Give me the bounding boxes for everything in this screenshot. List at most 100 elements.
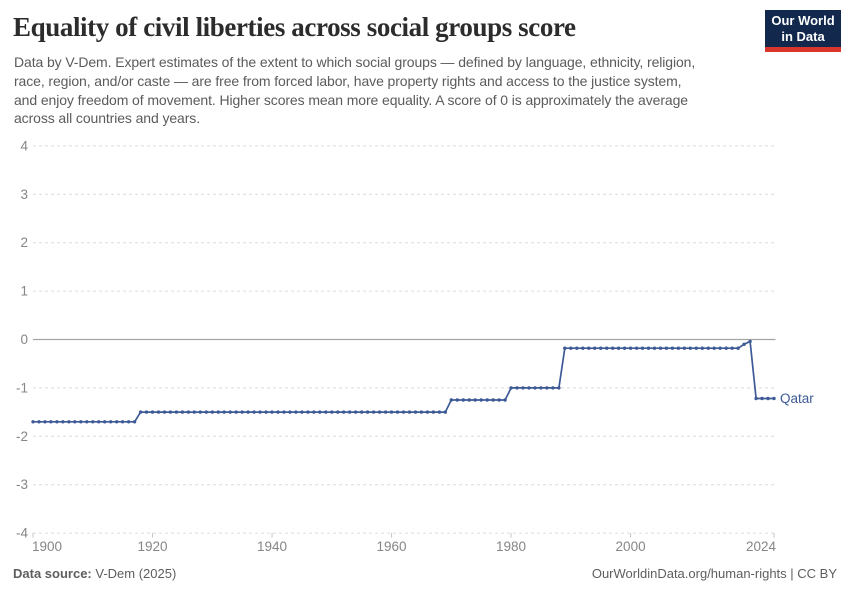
data-point[interactable] [479, 398, 483, 402]
data-point[interactable] [473, 398, 477, 402]
data-point[interactable] [162, 410, 167, 414]
data-point[interactable] [664, 346, 669, 350]
data-point[interactable] [676, 346, 681, 350]
data-point[interactable] [443, 410, 447, 414]
data-point[interactable] [222, 410, 226, 414]
data-point[interactable] [365, 410, 370, 414]
data-point[interactable] [186, 410, 191, 414]
data-point[interactable] [557, 386, 561, 390]
data-point[interactable] [497, 398, 501, 402]
data-point[interactable] [192, 410, 196, 414]
data-point[interactable] [377, 410, 382, 414]
data-point[interactable] [156, 410, 161, 414]
data-point[interactable] [97, 420, 101, 424]
data-point[interactable] [760, 396, 764, 401]
data-point[interactable] [282, 410, 286, 414]
data-point[interactable] [360, 410, 364, 414]
data-point[interactable] [503, 398, 507, 402]
data-point[interactable] [551, 386, 555, 390]
data-point[interactable] [431, 410, 436, 414]
data-point[interactable] [318, 410, 322, 414]
data-point[interactable] [521, 386, 525, 390]
data-point[interactable] [515, 386, 519, 390]
data-point[interactable] [204, 410, 208, 414]
data-point[interactable] [234, 410, 238, 414]
data-point[interactable] [144, 410, 149, 414]
data-point[interactable] [611, 346, 615, 350]
data-point[interactable] [336, 410, 340, 414]
data-point[interactable] [419, 410, 424, 414]
data-point[interactable] [49, 420, 53, 424]
data-point[interactable] [634, 346, 639, 350]
data-point[interactable] [616, 346, 621, 350]
data-point[interactable] [300, 410, 304, 414]
data-point[interactable] [533, 386, 537, 390]
data-point[interactable] [61, 420, 65, 424]
data-point[interactable] [587, 346, 591, 350]
data-point[interactable] [742, 342, 746, 346]
data-point[interactable] [413, 410, 418, 414]
data-point[interactable] [455, 398, 459, 402]
data-point[interactable] [31, 420, 35, 424]
data-point[interactable] [43, 420, 47, 424]
data-point[interactable] [646, 346, 651, 350]
data-point[interactable] [115, 420, 119, 424]
data-point[interactable] [330, 410, 334, 414]
data-point[interactable] [652, 346, 657, 350]
data-point[interactable] [485, 398, 489, 402]
data-point[interactable] [694, 346, 698, 350]
data-point[interactable] [539, 386, 543, 390]
data-point[interactable] [754, 396, 758, 401]
data-point[interactable] [132, 420, 137, 424]
data-point[interactable] [354, 410, 358, 414]
data-point[interactable] [545, 386, 549, 390]
data-point[interactable] [109, 420, 113, 424]
data-point[interactable] [383, 410, 388, 414]
data-point[interactable] [581, 346, 585, 350]
data-point[interactable] [575, 346, 579, 350]
data-point[interactable] [138, 410, 143, 414]
data-point[interactable] [67, 420, 71, 424]
data-point[interactable] [85, 420, 89, 424]
data-point[interactable] [258, 410, 262, 414]
data-point[interactable] [240, 410, 244, 414]
data-point[interactable] [180, 410, 185, 414]
data-point[interactable] [688, 346, 692, 350]
data-point[interactable] [670, 346, 675, 350]
owid-logo[interactable]: Our World in Data [765, 10, 841, 52]
data-point[interactable] [168, 410, 173, 414]
data-point[interactable] [736, 346, 740, 350]
data-point[interactable] [288, 410, 292, 414]
data-point[interactable] [174, 410, 179, 414]
data-point[interactable] [342, 410, 346, 414]
data-point[interactable] [120, 420, 125, 424]
data-point[interactable] [198, 410, 202, 414]
data-point[interactable] [682, 346, 687, 350]
data-point[interactable] [700, 346, 704, 350]
data-point[interactable] [306, 410, 310, 414]
data-point[interactable] [276, 410, 280, 414]
data-point[interactable] [772, 396, 776, 401]
data-point[interactable] [401, 410, 406, 414]
data-point[interactable] [724, 346, 728, 350]
line-chart[interactable]: 4 3 2 1 0 -1 -2 -3 -4 1900 1920 1940 1960 1980 2000 202… [0, 135, 850, 565]
data-point[interactable] [270, 410, 274, 414]
attribution-link[interactable]: OurWorldinData.org/human-rights | CC BY [591, 566, 837, 581]
data-point[interactable] [264, 410, 268, 414]
data-point[interactable] [628, 346, 633, 350]
data-point[interactable] [216, 410, 220, 414]
data-point[interactable] [324, 410, 328, 414]
data-point[interactable] [658, 346, 663, 350]
data-point[interactable] [150, 410, 155, 414]
data-point[interactable] [712, 346, 716, 350]
data-point[interactable] [407, 410, 412, 414]
data-point[interactable] [569, 346, 573, 350]
data-point[interactable] [563, 346, 567, 350]
data-point[interactable] [79, 420, 83, 424]
data-point[interactable] [252, 410, 256, 414]
series-line[interactable] [33, 340, 774, 423]
data-point[interactable] [437, 410, 442, 414]
data-point[interactable] [371, 410, 376, 414]
data-point[interactable] [461, 398, 465, 402]
data-point[interactable] [73, 420, 77, 424]
